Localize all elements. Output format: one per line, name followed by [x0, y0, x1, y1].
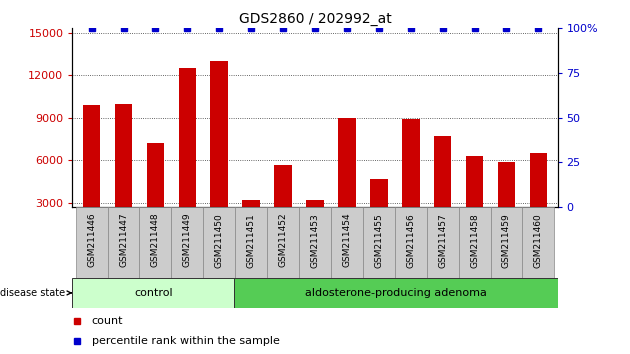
Text: percentile rank within the sample: percentile rank within the sample: [92, 336, 280, 346]
Bar: [147, 143, 164, 245]
Text: GSM211456: GSM211456: [406, 213, 415, 268]
Bar: [210, 61, 228, 245]
Bar: [203, 207, 235, 278]
Text: GSM211459: GSM211459: [502, 213, 511, 268]
Text: aldosterone-producing adenoma: aldosterone-producing adenoma: [305, 288, 487, 298]
Bar: [363, 207, 395, 278]
Bar: [427, 207, 459, 278]
Bar: [235, 207, 267, 278]
Bar: [370, 179, 387, 245]
Bar: [72, 278, 234, 308]
Text: GSM211447: GSM211447: [119, 213, 128, 267]
Bar: [299, 207, 331, 278]
Text: GSM211448: GSM211448: [151, 213, 160, 267]
Bar: [171, 207, 203, 278]
Bar: [108, 207, 139, 278]
Bar: [498, 162, 515, 245]
Bar: [267, 207, 299, 278]
Text: GSM211457: GSM211457: [438, 213, 447, 268]
Bar: [83, 105, 100, 245]
Text: disease state: disease state: [0, 288, 71, 298]
Bar: [76, 207, 108, 278]
Bar: [139, 207, 171, 278]
Text: GSM211451: GSM211451: [247, 213, 256, 268]
Bar: [234, 278, 558, 308]
Bar: [522, 207, 554, 278]
Bar: [395, 207, 427, 278]
Bar: [243, 200, 260, 245]
Text: GSM211455: GSM211455: [374, 213, 383, 268]
Bar: [274, 165, 292, 245]
Text: control: control: [134, 288, 173, 298]
Text: GSM211449: GSM211449: [183, 213, 192, 267]
Bar: [178, 68, 196, 245]
Text: GSM211446: GSM211446: [87, 213, 96, 267]
Bar: [530, 153, 547, 245]
Text: count: count: [92, 316, 123, 326]
Bar: [331, 207, 363, 278]
Text: GSM211452: GSM211452: [278, 213, 287, 267]
Text: GSM211458: GSM211458: [470, 213, 479, 268]
Title: GDS2860 / 202992_at: GDS2860 / 202992_at: [239, 12, 391, 26]
Text: GSM211460: GSM211460: [534, 213, 543, 268]
Bar: [306, 200, 324, 245]
Bar: [466, 156, 483, 245]
Bar: [402, 119, 420, 245]
Text: GSM211454: GSM211454: [343, 213, 352, 267]
Bar: [115, 103, 132, 245]
Bar: [491, 207, 522, 278]
Bar: [434, 136, 452, 245]
Text: GSM211450: GSM211450: [215, 213, 224, 268]
Bar: [338, 118, 356, 245]
Bar: [459, 207, 491, 278]
Text: GSM211453: GSM211453: [311, 213, 319, 268]
